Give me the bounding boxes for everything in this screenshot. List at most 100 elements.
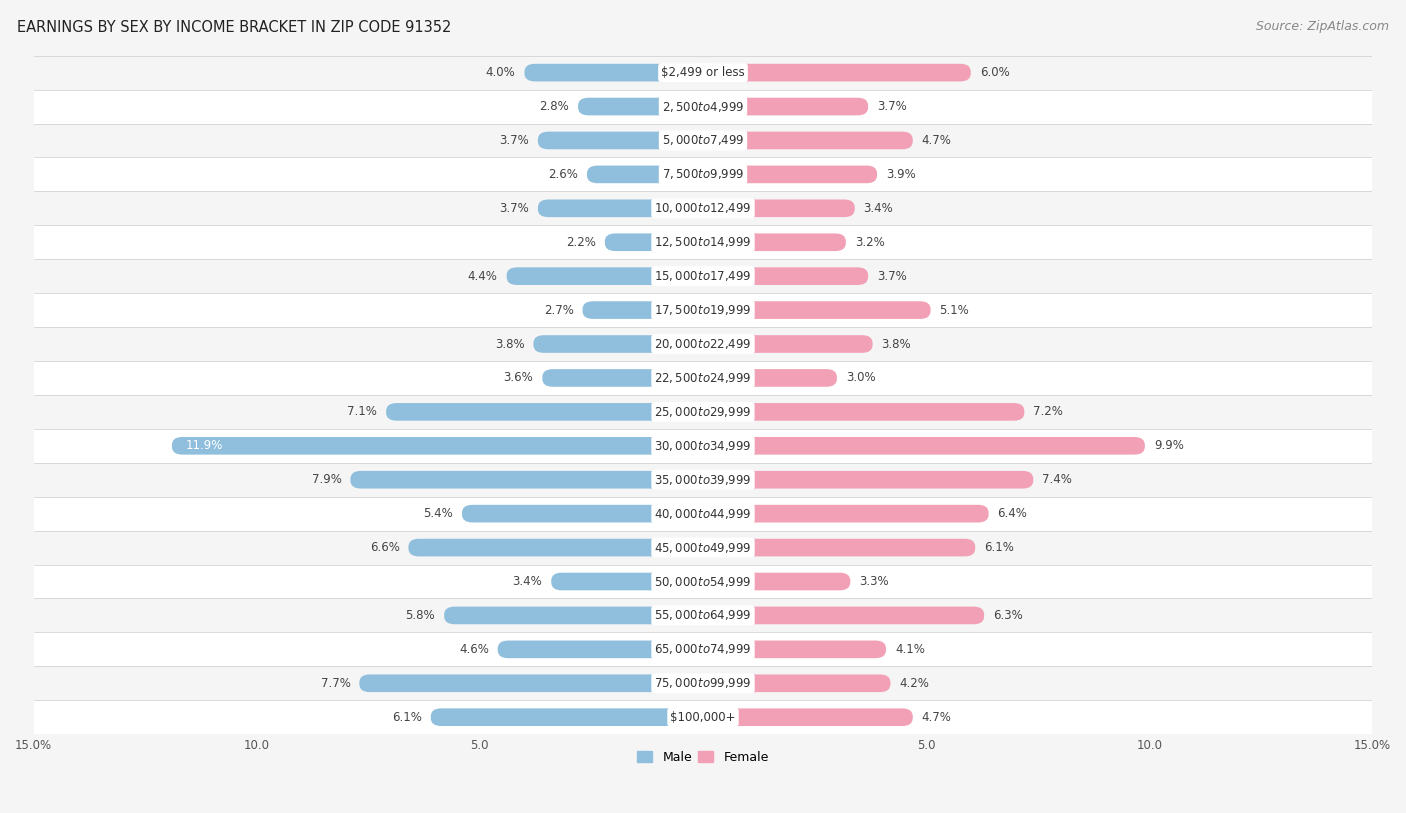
Text: 3.2%: 3.2% [855,236,884,249]
FancyBboxPatch shape [703,166,877,183]
Bar [34,531,1372,564]
Text: $5,000 to $7,499: $5,000 to $7,499 [662,133,744,147]
Bar [34,259,1372,293]
Text: 7.4%: 7.4% [1042,473,1071,486]
Text: 5.1%: 5.1% [939,303,969,316]
Text: $50,000 to $54,999: $50,000 to $54,999 [654,575,752,589]
FancyBboxPatch shape [360,675,703,692]
Text: 6.3%: 6.3% [993,609,1022,622]
Text: 3.6%: 3.6% [503,372,533,385]
Bar [34,55,1372,89]
FancyBboxPatch shape [703,505,988,523]
Text: 7.9%: 7.9% [312,473,342,486]
Text: 4.1%: 4.1% [894,643,925,656]
FancyBboxPatch shape [586,166,703,183]
FancyBboxPatch shape [703,437,1144,454]
Text: 11.9%: 11.9% [186,439,222,452]
Text: $12,500 to $14,999: $12,500 to $14,999 [654,235,752,250]
Text: 3.8%: 3.8% [882,337,911,350]
Text: $75,000 to $99,999: $75,000 to $99,999 [654,676,752,690]
FancyBboxPatch shape [703,132,912,150]
Bar [34,293,1372,327]
Text: $55,000 to $64,999: $55,000 to $64,999 [654,608,752,623]
FancyBboxPatch shape [703,199,855,217]
Text: 3.7%: 3.7% [877,100,907,113]
Text: 4.7%: 4.7% [922,134,952,147]
FancyBboxPatch shape [703,369,837,387]
FancyBboxPatch shape [524,63,703,81]
Bar [34,361,1372,395]
Text: 3.8%: 3.8% [495,337,524,350]
Bar [34,124,1372,158]
Text: 2.8%: 2.8% [540,100,569,113]
Bar [34,633,1372,667]
Legend: Male, Female: Male, Female [633,746,773,768]
Text: 2.2%: 2.2% [567,236,596,249]
FancyBboxPatch shape [582,302,703,319]
Text: 4.2%: 4.2% [900,676,929,689]
Text: 3.3%: 3.3% [859,575,889,588]
Text: 3.4%: 3.4% [863,202,893,215]
FancyBboxPatch shape [703,572,851,590]
FancyBboxPatch shape [703,675,890,692]
Text: 4.0%: 4.0% [486,66,516,79]
Text: $100,000+: $100,000+ [671,711,735,724]
FancyBboxPatch shape [703,98,868,115]
FancyBboxPatch shape [350,471,703,489]
Text: $22,500 to $24,999: $22,500 to $24,999 [654,371,752,385]
FancyBboxPatch shape [543,369,703,387]
Text: 6.4%: 6.4% [997,507,1028,520]
Text: 6.6%: 6.6% [370,541,399,554]
Text: 7.1%: 7.1% [347,406,377,419]
Text: 2.6%: 2.6% [548,168,578,180]
Text: $2,500 to $4,999: $2,500 to $4,999 [662,99,744,114]
Text: $30,000 to $34,999: $30,000 to $34,999 [654,439,752,453]
Text: $65,000 to $74,999: $65,000 to $74,999 [654,642,752,656]
FancyBboxPatch shape [444,606,703,624]
Text: 6.0%: 6.0% [980,66,1010,79]
Bar [34,89,1372,124]
FancyBboxPatch shape [703,708,912,726]
FancyBboxPatch shape [703,233,846,251]
Text: $2,499 or less: $2,499 or less [661,66,745,79]
FancyBboxPatch shape [533,335,703,353]
FancyBboxPatch shape [172,437,703,454]
FancyBboxPatch shape [538,199,703,217]
Bar [34,327,1372,361]
FancyBboxPatch shape [703,302,931,319]
Text: $35,000 to $39,999: $35,000 to $39,999 [654,472,752,487]
Bar [34,700,1372,734]
Text: 5.4%: 5.4% [423,507,453,520]
Bar [34,463,1372,497]
Text: 7.7%: 7.7% [321,676,350,689]
Text: 4.4%: 4.4% [468,270,498,283]
Text: EARNINGS BY SEX BY INCOME BRACKET IN ZIP CODE 91352: EARNINGS BY SEX BY INCOME BRACKET IN ZIP… [17,20,451,35]
FancyBboxPatch shape [387,403,703,420]
FancyBboxPatch shape [538,132,703,150]
Bar [34,428,1372,463]
Text: Source: ZipAtlas.com: Source: ZipAtlas.com [1256,20,1389,33]
Text: $7,500 to $9,999: $7,500 to $9,999 [662,167,744,181]
FancyBboxPatch shape [703,539,976,556]
Text: 2.7%: 2.7% [544,303,574,316]
FancyBboxPatch shape [703,471,1033,489]
Text: 3.7%: 3.7% [499,134,529,147]
Text: 7.2%: 7.2% [1033,406,1063,419]
FancyBboxPatch shape [703,335,873,353]
Bar [34,158,1372,191]
Text: $15,000 to $17,499: $15,000 to $17,499 [654,269,752,283]
FancyBboxPatch shape [605,233,703,251]
Text: 4.7%: 4.7% [922,711,952,724]
Bar [34,191,1372,225]
Text: 6.1%: 6.1% [392,711,422,724]
Text: $45,000 to $49,999: $45,000 to $49,999 [654,541,752,554]
FancyBboxPatch shape [578,98,703,115]
Text: $17,500 to $19,999: $17,500 to $19,999 [654,303,752,317]
Text: 6.1%: 6.1% [984,541,1014,554]
FancyBboxPatch shape [506,267,703,285]
Text: 9.9%: 9.9% [1154,439,1184,452]
FancyBboxPatch shape [498,641,703,659]
FancyBboxPatch shape [551,572,703,590]
Text: 5.8%: 5.8% [405,609,436,622]
FancyBboxPatch shape [463,505,703,523]
